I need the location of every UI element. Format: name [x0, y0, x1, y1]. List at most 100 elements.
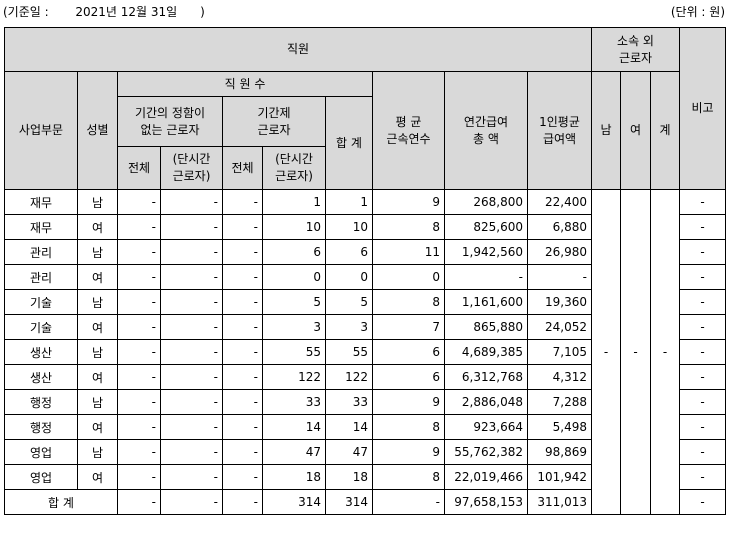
row-permanent-all: - [117, 314, 161, 340]
row-avg-pay: 101,942 [527, 464, 592, 490]
row-avg-pay: 22,400 [527, 189, 592, 215]
row-contract-all: - [222, 314, 263, 340]
row-division: 생산 [4, 364, 78, 390]
row-permanent-all: - [117, 439, 161, 465]
row-permanent-part: - [160, 289, 223, 315]
header-contract-all: 전체 [222, 146, 263, 190]
row-gender: 여 [77, 214, 118, 240]
row-contract-part: 3 [262, 314, 326, 340]
header-contract-part: (단시간 근로자) [262, 146, 326, 190]
row-contract-part: 5 [262, 289, 326, 315]
row-annual-pay: 865,880 [444, 314, 528, 340]
total-contract-part: 314 [262, 489, 326, 515]
row-division: 관리 [4, 239, 78, 265]
row-remark: - [679, 289, 726, 315]
row-total: 1 [325, 189, 373, 215]
row-contract-all: - [222, 439, 263, 465]
header-permanent-part: (단시간 근로자) [160, 146, 223, 190]
row-permanent-all: - [117, 389, 161, 415]
header-contract: 기간제 근로자 [222, 96, 326, 147]
row-contract-part: 33 [262, 389, 326, 415]
row-remark: - [679, 439, 726, 465]
row-remark: - [679, 239, 726, 265]
row-division: 기술 [4, 289, 78, 315]
row-tenure: 8 [372, 464, 445, 490]
row-permanent-part: - [160, 464, 223, 490]
row-contract-part: 6 [262, 239, 326, 265]
row-permanent-all: - [117, 214, 161, 240]
row-contract-part: 47 [262, 439, 326, 465]
row-tenure: 9 [372, 439, 445, 465]
row-annual-pay: 6,312,768 [444, 364, 528, 390]
header-permanent-all: 전체 [117, 146, 161, 190]
base-date-label: (기준일 : 2021년 12월 31일 ) [3, 5, 205, 19]
header-gender: 성별 [77, 71, 118, 190]
header-outside-sum: 계 [650, 71, 680, 190]
row-avg-pay: 7,105 [527, 339, 592, 365]
row-remark: - [679, 214, 726, 240]
row-contract-part: 122 [262, 364, 326, 390]
row-permanent-all: - [117, 189, 161, 215]
row-permanent-part: - [160, 364, 223, 390]
row-avg-pay: 6,880 [527, 214, 592, 240]
header-division: 사업부문 [4, 71, 78, 190]
header-staff: 직원 [4, 27, 592, 72]
unit-label: (단위 : 원) [670, 5, 725, 19]
total-avg-pay: 311,013 [527, 489, 592, 515]
row-contract-all: - [222, 414, 263, 440]
row-tenure: 8 [372, 214, 445, 240]
row-tenure: 6 [372, 364, 445, 390]
row-tenure: 9 [372, 389, 445, 415]
row-remark: - [679, 339, 726, 365]
report-header: (기준일 : 2021년 12월 31일 ) (단위 : 원) [0, 0, 731, 26]
row-contract-all: - [222, 464, 263, 490]
row-contract-all: - [222, 289, 263, 315]
row-permanent-all: - [117, 364, 161, 390]
row-total: 18 [325, 464, 373, 490]
row-permanent-part: - [160, 214, 223, 240]
row-permanent-part: - [160, 389, 223, 415]
row-division: 재무 [4, 189, 78, 215]
row-annual-pay: 2,886,048 [444, 389, 528, 415]
row-remark: - [679, 389, 726, 415]
row-gender: 남 [77, 339, 118, 365]
row-tenure: 8 [372, 414, 445, 440]
row-division: 영업 [4, 464, 78, 490]
row-annual-pay: 22,019,466 [444, 464, 528, 490]
outside-sum: - [650, 189, 680, 515]
row-division: 생산 [4, 339, 78, 365]
table-row: 행정 남 - - -33 33 9 2,886,048 7,288- [4, 389, 726, 415]
row-total: 14 [325, 414, 373, 440]
row-permanent-all: - [117, 339, 161, 365]
row-total: 3 [325, 314, 373, 340]
row-contract-part: 14 [262, 414, 326, 440]
row-gender: 여 [77, 464, 118, 490]
row-total: 33 [325, 389, 373, 415]
row-total: 47 [325, 439, 373, 465]
table-row: 재무 여 - - -10 10 8 825,600 6,880- [4, 214, 726, 240]
row-gender: 남 [77, 389, 118, 415]
row-contract-part: 55 [262, 339, 326, 365]
row-avg-pay: 24,052 [527, 314, 592, 340]
total-tenure: - [372, 489, 445, 515]
employee-status-table: 직원 소속 외 근로자 비고 사업부문 성별 직 원 수 평 균 근속연수 연간… [4, 27, 726, 515]
header-outside-workers: 소속 외 근로자 [591, 27, 680, 72]
row-permanent-part: - [160, 264, 223, 290]
row-avg-pay: 26,980 [527, 239, 592, 265]
table-row: 재무 남 - - -1 1 9 268,800 22,400- - - - [4, 189, 726, 515]
row-gender: 여 [77, 314, 118, 340]
row-remark: - [679, 414, 726, 440]
row-annual-pay: 1,942,560 [444, 239, 528, 265]
header-annual-pay: 연간급여 총 액 [444, 71, 528, 190]
row-tenure: 11 [372, 239, 445, 265]
header-per-capita-pay: 1인평균 급여액 [527, 71, 592, 190]
row-permanent-part: - [160, 314, 223, 340]
row-tenure: 0 [372, 264, 445, 290]
row-avg-pay: 7,288 [527, 389, 592, 415]
total-remark: - [679, 489, 726, 515]
row-permanent-all: - [117, 289, 161, 315]
row-tenure: 6 [372, 339, 445, 365]
row-gender: 남 [77, 189, 118, 215]
row-contract-part: 10 [262, 214, 326, 240]
row-permanent-all: - [117, 414, 161, 440]
